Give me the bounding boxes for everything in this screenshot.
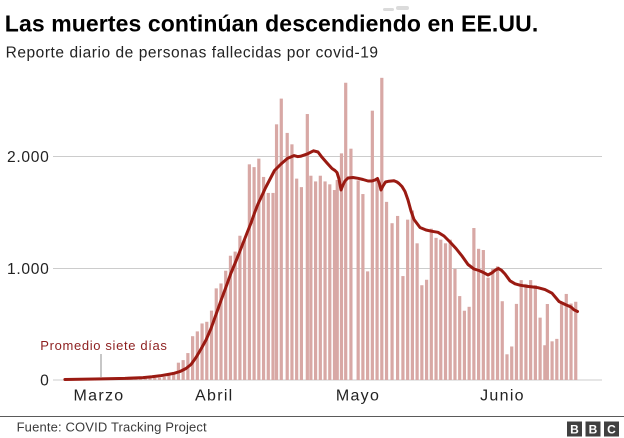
svg-text:1.000: 1.000 [7,261,50,278]
svg-text:0: 0 [40,373,49,390]
svg-text:Reporte diario de personas fal: Reporte diario de personas fallecidas po… [6,44,379,61]
svg-text:2.000: 2.000 [7,149,50,166]
svg-text:Abril: Abril [195,387,234,404]
svg-text:B: B [570,423,579,437]
svg-text:B: B [589,423,598,437]
svg-text:Mayo: Mayo [336,387,380,404]
svg-text:Junio: Junio [480,387,525,404]
svg-text:Fuente: COVID Tracking Project: Fuente: COVID Tracking Project [17,419,207,434]
svg-text:Marzo: Marzo [74,387,125,404]
svg-text:C: C [607,423,616,437]
svg-text:Promedio siete días: Promedio siete días [40,338,167,353]
svg-text:Las muertes continúan descendi: Las muertes continúan descendiendo en EE… [5,11,539,37]
